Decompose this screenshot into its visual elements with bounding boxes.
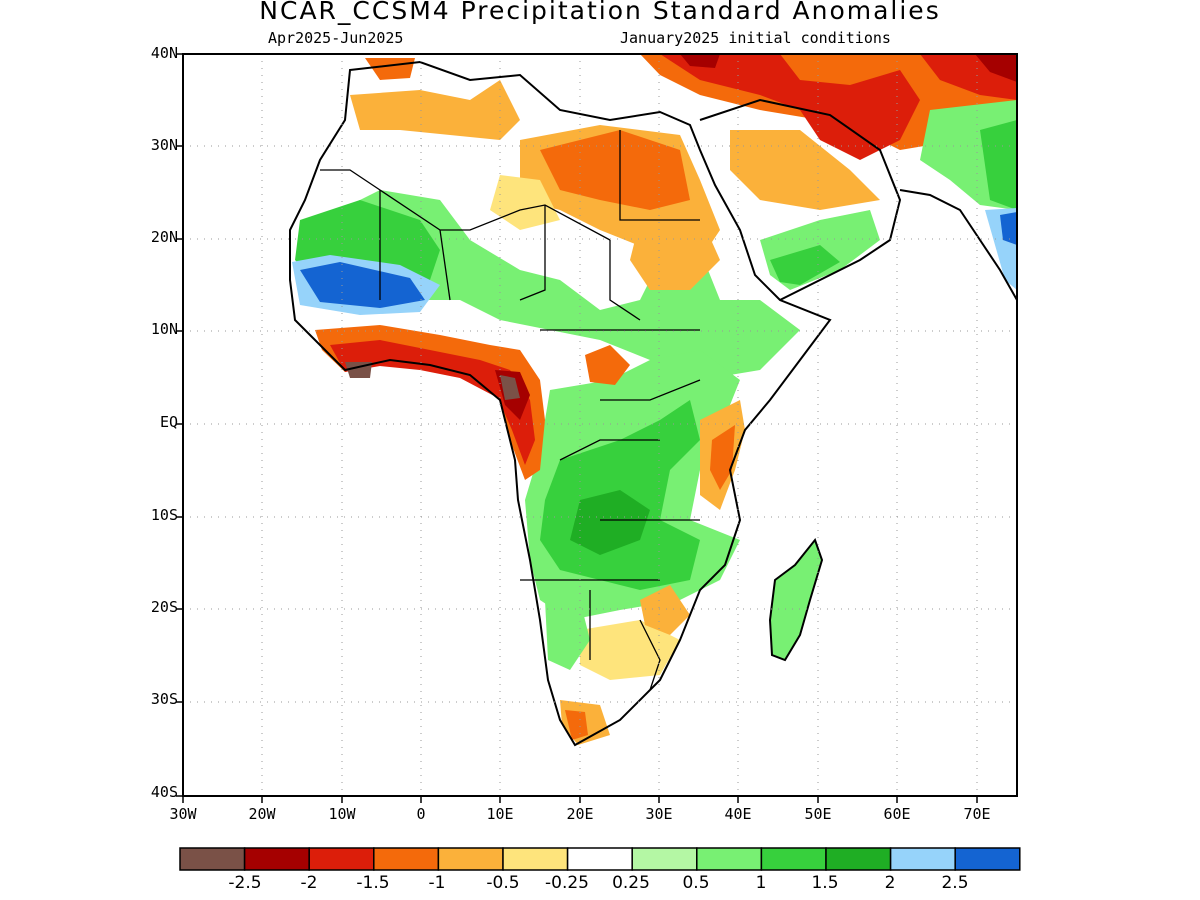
colorbar-tick-label: -2.5 xyxy=(228,873,262,893)
lon-label: 50E xyxy=(804,805,832,823)
lon-label: 40E xyxy=(724,805,752,823)
colorbar-tick-label: 2 xyxy=(884,873,896,893)
map-frame xyxy=(182,53,1018,797)
lon-label: 20E xyxy=(566,805,594,823)
colorbar-tick-label: 0.5 xyxy=(682,873,710,893)
colorbar-swatch xyxy=(373,847,440,871)
colorbar-swatch xyxy=(502,847,569,871)
colorbar-tick-label: -1 xyxy=(428,873,446,893)
anomaly-field xyxy=(290,54,1017,745)
colorbar-swatch xyxy=(631,847,698,871)
gridlines xyxy=(183,54,1017,796)
lat-label: 20S xyxy=(150,598,178,616)
lat-label: 40S xyxy=(150,783,178,801)
map-title: NCAR_CCSM4 Precipitation Standard Anomal… xyxy=(259,0,941,25)
colorbar-tick-label: 1 xyxy=(755,873,767,893)
country-borders xyxy=(320,130,701,691)
colorbar-swatch xyxy=(566,847,633,871)
colorbar-swatch xyxy=(954,847,1021,871)
colorbar-swatch xyxy=(243,847,310,871)
colorbar-tick-label: 1.5 xyxy=(811,873,839,893)
colorbar-tick-label: 2.5 xyxy=(941,873,969,893)
initial-conditions: January2025 initial conditions xyxy=(620,29,891,47)
lon-label: 0 xyxy=(416,805,426,823)
colorbar xyxy=(179,847,1021,871)
lat-label: 20N xyxy=(150,228,178,246)
colorbar-swatch xyxy=(308,847,375,871)
lon-label: 20W xyxy=(248,805,276,823)
lat-label: 30N xyxy=(150,136,178,154)
colorbar-swatch xyxy=(825,847,892,871)
axis-ticks xyxy=(176,53,978,803)
lon-label: 70E xyxy=(963,805,991,823)
lat-label: EQ xyxy=(159,413,178,431)
colorbar-tick-label: 0.25 xyxy=(612,873,650,893)
lat-label: 40N xyxy=(150,44,178,62)
lon-label: 30E xyxy=(645,805,673,823)
lon-label: 60E xyxy=(883,805,911,823)
coastlines xyxy=(289,60,1017,747)
colorbar-swatch xyxy=(760,847,827,871)
lat-label: 10S xyxy=(150,506,178,524)
lon-label: 10W xyxy=(328,805,356,823)
colorbar-swatch xyxy=(889,847,956,871)
colorbar-swatch xyxy=(437,847,504,871)
colorbar-tick-label: -0.25 xyxy=(545,873,589,893)
lat-label: 30S xyxy=(150,690,178,708)
colorbar-tick-label: -1.5 xyxy=(356,873,390,893)
colorbar-swatch xyxy=(696,847,763,871)
forecast-period: Apr2025-Jun2025 xyxy=(268,29,404,47)
madagascar xyxy=(768,537,824,662)
colorbar-swatch xyxy=(179,847,246,871)
colorbar-tick-label: -0.5 xyxy=(486,873,520,893)
lat-label: 10N xyxy=(150,320,178,338)
lon-label: 10E xyxy=(486,805,514,823)
colorbar-tick-label: -2 xyxy=(300,873,318,893)
lon-label: 30W xyxy=(169,805,197,823)
